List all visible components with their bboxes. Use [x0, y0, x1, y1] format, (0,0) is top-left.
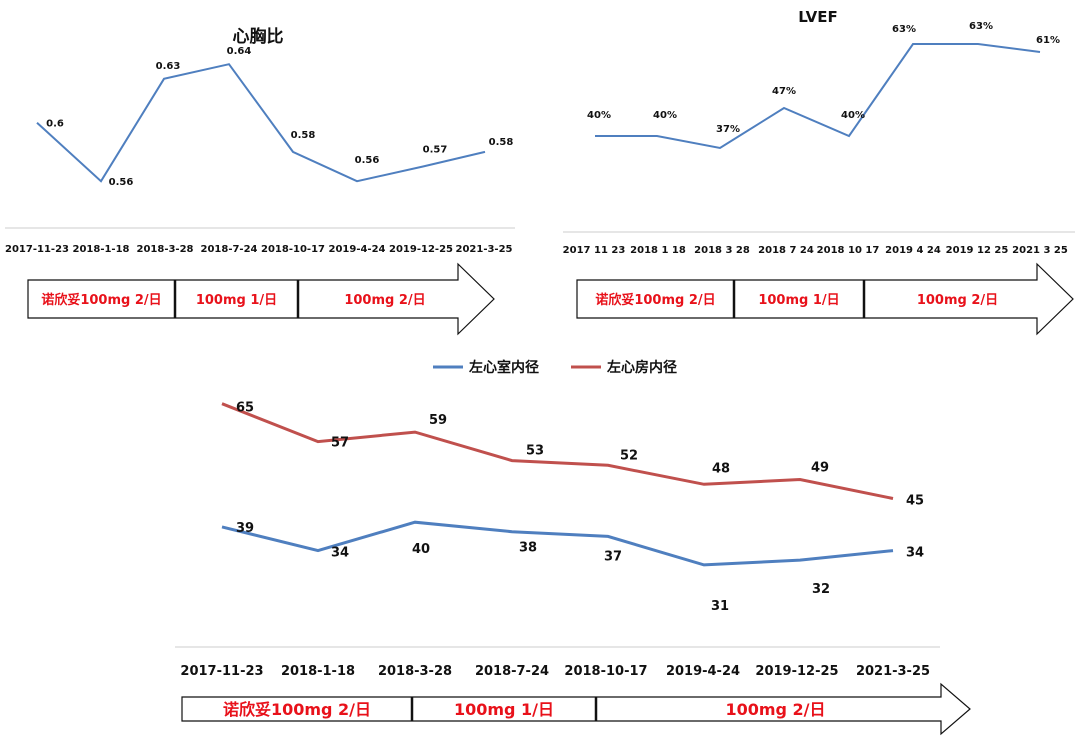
- la-diameter-data-label: 48: [712, 461, 730, 476]
- lvef-chart: LVEF 40% 40% 37% 47% 40% 63% 63% 61% 2017 11 23…: [563, 8, 1075, 256]
- la-diameter-data-label: 53: [526, 444, 544, 459]
- lv-diameter-data-label: 34: [906, 546, 924, 561]
- lvef-data-label: 37%: [716, 124, 740, 135]
- lv-diameter-data-label: 34: [331, 546, 349, 561]
- diameter-x-tick-label: 2021-3-25: [856, 664, 930, 679]
- la-diameter-data-label: 45: [906, 494, 924, 509]
- ctr-data-label: 0.58: [489, 137, 514, 148]
- ctr-x-tick-label: 2018-10-17: [261, 244, 325, 255]
- regimen-label: 100mg 1/日: [196, 293, 277, 308]
- lv-diameter-data-label: 37: [604, 549, 622, 564]
- diameter-x-tick-label: 2018-1-18: [281, 664, 355, 679]
- regimen-label: 诺欣妥100mg 2/日: [595, 292, 715, 308]
- ctr-x-tick-label: 2019-12-25: [389, 244, 453, 255]
- diameter-chart: 左心室内径 左心房内径 39 34 40 38 37 31 32 34 65 57 59 53 52 48…: [175, 359, 940, 679]
- legend: 左心室内径 左心房内径: [433, 359, 677, 376]
- la-diameter-data-label: 57: [331, 436, 349, 451]
- ctr-data-label: 0.56: [109, 177, 134, 188]
- ctr-x-tick-label: 2018-3-28: [136, 244, 193, 255]
- lvef-series-line: [595, 43, 1041, 150]
- lvef-x-tick-label: 2017 11 23: [563, 245, 626, 256]
- regimen-label: 100mg 2/日: [344, 293, 425, 308]
- regimen-label: 100mg 1/日: [758, 293, 839, 308]
- diameter-x-tick-label: 2019-4-24: [666, 664, 740, 679]
- ctr-data-label: 0.6: [46, 119, 64, 130]
- ctr-data-label: 0.63: [156, 61, 181, 72]
- ctr-x-tick-label: 2021-3-25: [455, 244, 512, 255]
- ctr-x-tick-label: 2017-11-23: [5, 244, 69, 255]
- lvef-x-tick-label: 2019 4 24: [885, 245, 941, 256]
- lv-diameter-data-label: 39: [236, 521, 254, 536]
- lvef-x-tick-label: 2021 3 25: [1012, 245, 1068, 256]
- diameter-x-tick-label: 2019-12-25: [755, 664, 838, 679]
- lvef-data-label: 63%: [892, 24, 916, 35]
- lvef-x-tick-label: 2018 10 17: [817, 245, 880, 256]
- lvef-data-label: 47%: [772, 86, 796, 97]
- ctr-data-label: 0.58: [291, 130, 316, 141]
- la-diameter-data-label: 65: [236, 401, 254, 416]
- lv-diameter-line: [221, 520, 894, 567]
- lvef-chart-title: LVEF: [798, 8, 838, 26]
- arrow-shape: [181, 682, 971, 736]
- ctr-data-label: 0.57: [423, 145, 448, 156]
- diameter-x-tick-label: 2018-3-28: [378, 664, 452, 679]
- ctr-chart-title: 心胸比: [233, 26, 284, 47]
- ctr-data-label: 0.64: [227, 46, 252, 57]
- lvef-data-label: 40%: [587, 110, 611, 121]
- lv-diameter-data-label: 40: [412, 542, 430, 557]
- lv-diameter-data-label: 32: [812, 582, 830, 597]
- lv-diameter-data-label: 38: [519, 541, 537, 556]
- lvef-data-label: 40%: [841, 110, 865, 121]
- ctr-x-tick-label: 2019-4-24: [328, 244, 385, 255]
- arrow-shape: [576, 262, 1074, 336]
- lvef-x-tick-label: 2018 3 28: [694, 245, 750, 256]
- la-diameter-data-label: 49: [811, 461, 829, 476]
- lvef-data-label: 61%: [1036, 35, 1060, 46]
- regimen-label: 诺欣妥100mg 2/日: [223, 700, 371, 719]
- la-diameter-line: [221, 402, 894, 500]
- lvef-x-tick-label: 2018 7 24: [758, 245, 814, 256]
- lvef-data-label: 63%: [969, 21, 993, 32]
- diameter-x-tick-label: 2017-11-23: [180, 664, 263, 679]
- lvef-x-tick-label: 2018 1 18: [630, 245, 686, 256]
- ctr-x-tick-label: 2018-7-24: [200, 244, 257, 255]
- ctr-chart: 心胸比 0.6 0.56 0.63 0.64 0.58 0.56 0.57 0.58 2017…: [5, 26, 515, 255]
- arrow-shape: [27, 262, 495, 336]
- diameter-regimen-arrow: 诺欣妥100mg 2/日 100mg 1/日 100mg 2/日: [181, 682, 971, 736]
- lvef-data-label: 40%: [653, 110, 677, 121]
- lvef-x-tick-label: 2019 12 25: [946, 245, 1009, 256]
- la-diameter-data-label: 59: [429, 413, 447, 428]
- la-diameter-data-label: 52: [620, 448, 638, 463]
- diameter-x-tick-label: 2018-10-17: [564, 664, 647, 679]
- ctr-regimen-arrow: 诺欣妥100mg 2/日 100mg 1/日 100mg 2/日: [27, 262, 495, 336]
- diameter-x-tick-label: 2018-7-24: [475, 664, 549, 679]
- lv-diameter-data-label: 31: [711, 599, 729, 614]
- ctr-x-tick-label: 2018-1-18: [72, 244, 129, 255]
- ctr-series-line: [36, 63, 486, 183]
- regimen-label: 100mg 2/日: [917, 293, 998, 308]
- regimen-label: 100mg 1/日: [454, 700, 554, 719]
- legend-label-la: 左心房内径: [606, 359, 677, 376]
- regimen-label: 100mg 2/日: [725, 700, 825, 719]
- ctr-data-label: 0.56: [355, 155, 380, 166]
- legend-label-lv: 左心室内径: [468, 359, 539, 376]
- regimen-label: 诺欣妥100mg 2/日: [41, 292, 161, 308]
- lvef-regimen-arrow: 诺欣妥100mg 2/日 100mg 1/日 100mg 2/日: [576, 262, 1074, 336]
